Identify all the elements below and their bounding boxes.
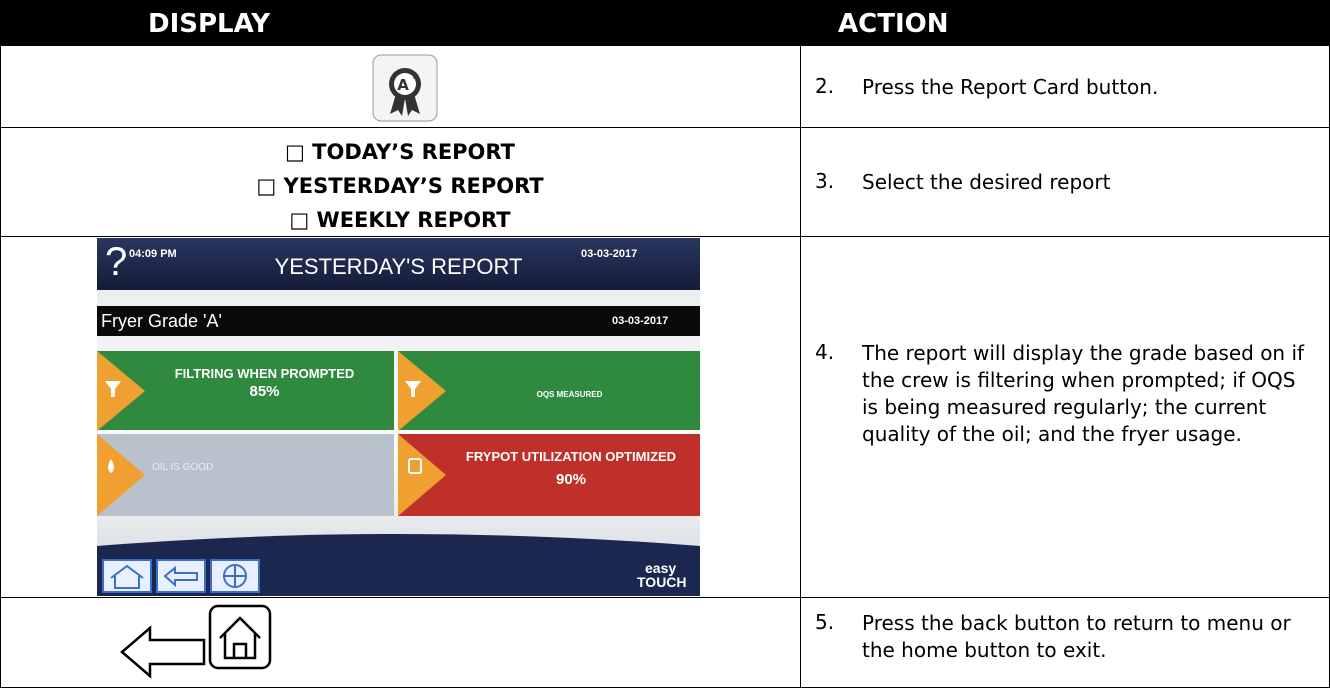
border [0, 597, 1330, 598]
brand: easy [645, 560, 677, 576]
tile-icons [105, 381, 422, 474]
border [0, 46, 1, 688]
home-icon[interactable] [208, 604, 272, 670]
top-bar [97, 238, 700, 290]
tile-value: 90% [555, 471, 587, 488]
svg-text:+: + [412, 74, 420, 84]
action-text: Select the desired report [862, 170, 1111, 194]
fryer-screen: ? 04:09 PM YESTERDAY'S REPORT 03-03-2017… [97, 238, 700, 596]
svg-text:A: A [397, 76, 409, 94]
tile [398, 351, 700, 431]
screen-title: YESTERDAY'S REPORT [274, 254, 523, 279]
report-option: □ YESTERDAY’S REPORT [256, 174, 544, 198]
header-display: DISPLAY [148, 0, 271, 46]
action-text: Press the back button to return to menu … [862, 611, 1291, 662]
step-number: 3. [815, 169, 835, 193]
nav-icons [120, 604, 272, 679]
brand: TOUCH [637, 574, 687, 590]
report-option: □ WEEKLY REPORT [289, 208, 511, 232]
action-text: The report will display the grade based … [862, 341, 1305, 446]
help-button[interactable]: ? [105, 240, 128, 284]
tile-label: OIL IS GOOD [152, 462, 214, 473]
tile [398, 434, 700, 516]
tile-value: 85% [249, 383, 280, 400]
report-card-icon: A + [372, 54, 438, 122]
tile [97, 434, 394, 516]
back-icon[interactable] [120, 625, 206, 679]
tile-label: OQS MEASURED [536, 390, 603, 399]
step-number: 5. [815, 610, 835, 634]
report-option: □ TODAY’S REPORT [285, 140, 515, 164]
tile-label: FILTRING WHEN PROMPTED [174, 366, 355, 381]
border [800, 46, 801, 688]
border [0, 236, 1330, 237]
time: 04:09 PM [129, 248, 177, 260]
step-number: 2. [815, 74, 835, 98]
grade-date: 03-03-2017 [612, 315, 669, 327]
action-text: Press the Report Card button. [862, 75, 1159, 99]
tile [97, 351, 394, 431]
date: 03-03-2017 [581, 248, 638, 260]
grade-bar [97, 306, 700, 336]
header-action: ACTION [838, 0, 949, 46]
grade: Fryer Grade 'A' [101, 311, 222, 331]
step-number: 4. [815, 340, 835, 364]
tile-label: FRYPOT UTILIZATION OPTIMIZED [465, 449, 677, 464]
border [0, 127, 1330, 128]
bottom-bar [97, 534, 700, 596]
